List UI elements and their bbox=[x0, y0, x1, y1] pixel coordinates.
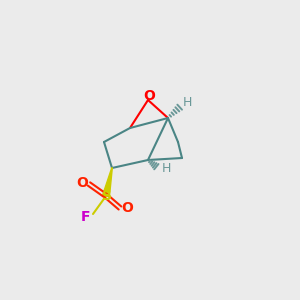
Text: F: F bbox=[81, 210, 91, 224]
Text: O: O bbox=[143, 89, 155, 103]
Text: H: H bbox=[161, 161, 171, 175]
Text: H: H bbox=[182, 95, 192, 109]
Text: S: S bbox=[102, 189, 112, 203]
Text: O: O bbox=[121, 201, 133, 215]
Text: O: O bbox=[76, 176, 88, 190]
Polygon shape bbox=[103, 168, 112, 197]
